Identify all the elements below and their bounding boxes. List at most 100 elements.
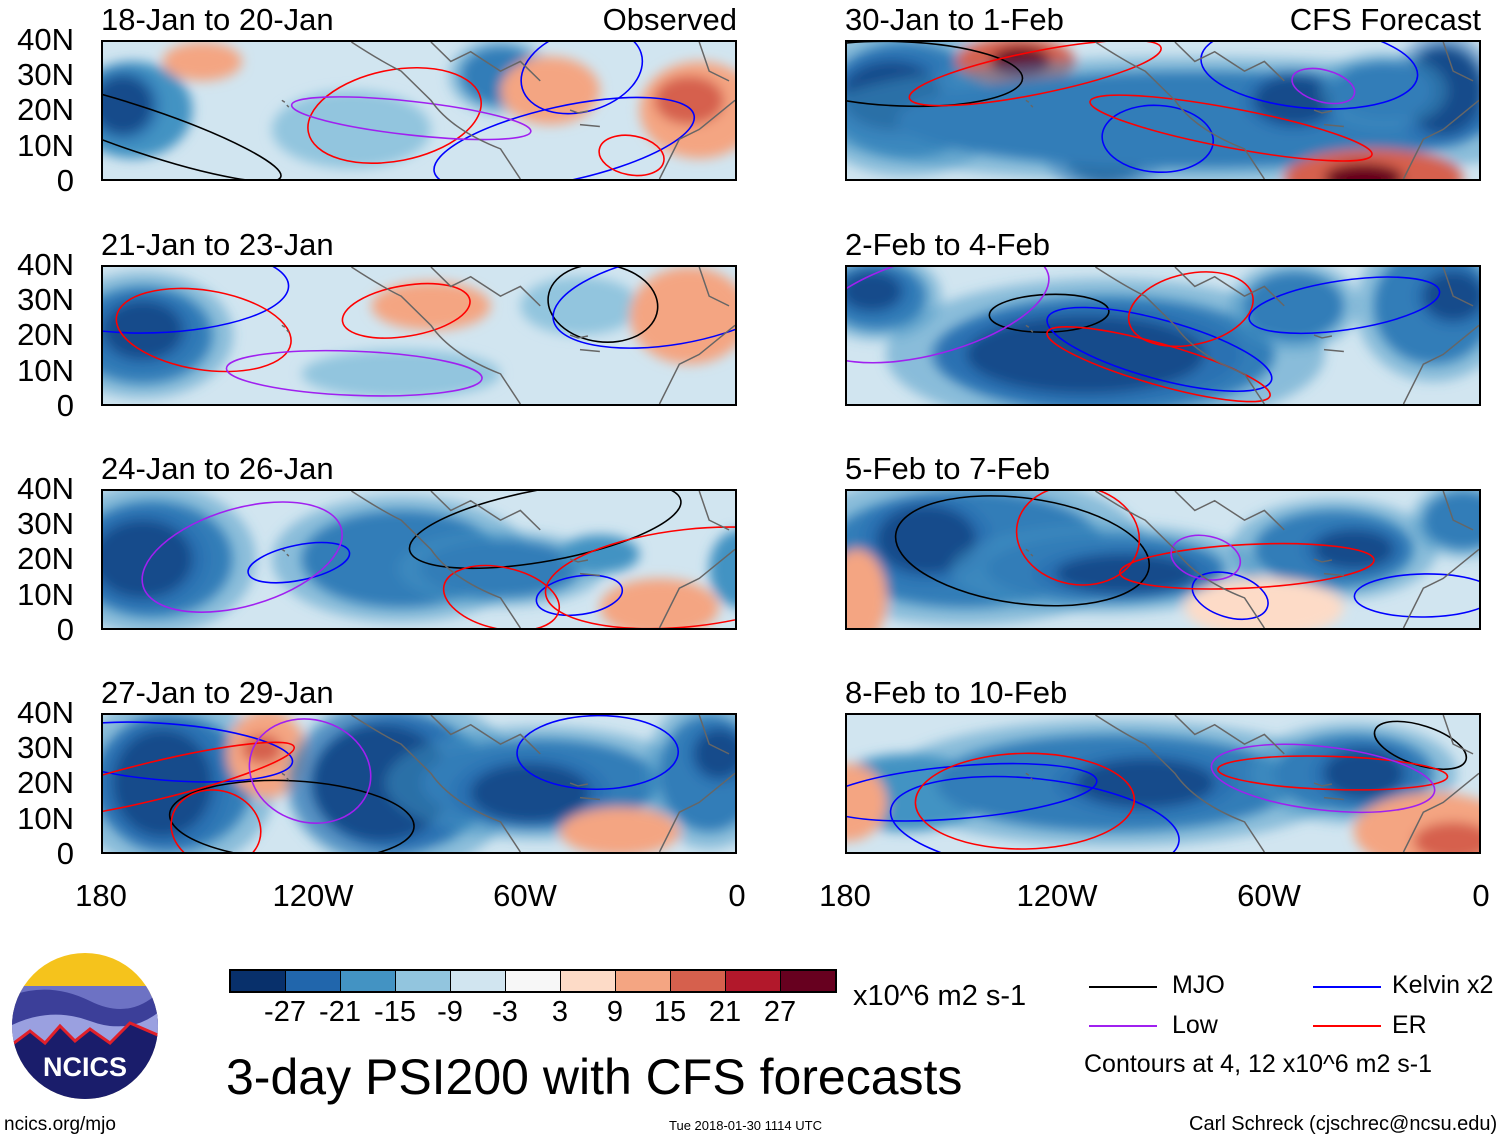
colorbar — [229, 969, 837, 993]
x-tick-label: 0 — [728, 878, 746, 913]
x-tick-label: 60W — [1237, 878, 1301, 913]
x-tick-label: 180 — [819, 878, 871, 913]
legend-label-mjo: MJO — [1172, 971, 1225, 999]
panel-title: 8-Feb to 10-Feb — [845, 675, 1068, 710]
legend-note: Contours at 4, 12 x10^6 m2 s-1 — [1084, 1050, 1433, 1078]
footer-timestamp: Tue 2018-01-30 1114 UTC — [669, 1118, 822, 1133]
colorbar-swatch — [396, 971, 451, 991]
colorbar-swatch — [231, 971, 286, 991]
map-panel — [845, 265, 1481, 406]
y-tick-label: 0 — [56, 611, 74, 647]
ncics-logo: NCICS — [10, 951, 160, 1101]
colorbar-swatch — [451, 971, 506, 991]
panel-title: 5-Feb to 7-Feb — [845, 451, 1051, 486]
psi-anomaly-region — [1413, 821, 1479, 852]
psi-anomaly-region — [654, 76, 725, 125]
footer-url[interactable]: ncics.org/mjo — [4, 1114, 116, 1135]
colorbar-label: -15 — [374, 996, 416, 1028]
y-tick-label: 10N — [17, 800, 74, 836]
colorbar-label: 27 — [763, 996, 797, 1028]
colorbar-label: -21 — [319, 996, 361, 1028]
y-tick-label: 10N — [17, 576, 74, 612]
y-tick-label: 40N — [17, 247, 74, 282]
map-panel — [845, 489, 1481, 630]
y-tick-label: 40N — [17, 471, 74, 506]
psi-anomaly-region — [847, 549, 887, 628]
legend-line-kelvin — [1313, 986, 1381, 988]
x-tick-label: 120W — [272, 878, 354, 913]
y-tick-label: 40N — [17, 695, 74, 730]
panel-tag: Observed — [602, 2, 737, 37]
psi-anomaly-region — [1323, 163, 1404, 179]
map-panel — [101, 489, 737, 630]
y-tick-label: 20N — [17, 541, 74, 577]
colorbar-label: 9 — [606, 996, 624, 1028]
y-tick-label: 20N — [17, 765, 74, 801]
panel-tag: CFS Forecast — [1289, 2, 1481, 37]
panel-title: 24-Jan to 26-Jan — [101, 451, 334, 486]
legend-label-er: ER — [1392, 1011, 1427, 1039]
y-tick-label: 0 — [56, 835, 74, 871]
map-panel — [845, 40, 1481, 181]
colorbar-label: -27 — [264, 996, 306, 1028]
y-tick-label: 20N — [17, 92, 74, 128]
map-panel — [101, 265, 737, 406]
colorbar-label: 21 — [708, 996, 742, 1028]
colorbar-swatch — [616, 971, 671, 991]
panel-title: 18-Jan to 20-Jan — [101, 2, 334, 37]
y-tick-label: 0 — [56, 387, 74, 423]
y-tick-label: 0 — [56, 162, 74, 198]
psi-anomaly-region — [500, 56, 600, 125]
psi-anomaly-region — [301, 349, 501, 399]
psi-anomaly-region — [242, 734, 282, 764]
map-panel — [101, 40, 737, 181]
map-panel — [845, 713, 1481, 854]
panel-title: 27-Jan to 29-Jan — [101, 675, 334, 710]
psi-anomaly-region — [520, 276, 640, 336]
colorbar-swatch — [286, 971, 341, 991]
colorbar-label: 3 — [551, 996, 569, 1028]
psi-anomaly-region — [371, 281, 491, 331]
x-tick-label: 180 — [75, 878, 127, 913]
psi-anomaly-region — [1184, 578, 1344, 628]
y-tick-label: 30N — [17, 282, 74, 318]
legend-line-er — [1313, 1025, 1381, 1027]
colorbar-label: -9 — [437, 996, 463, 1028]
x-tick-label: 60W — [493, 878, 557, 913]
colorbar-units: x10^6 m2 s-1 — [853, 980, 1027, 1012]
logo-text: NCICS — [43, 1052, 127, 1082]
panel-title: 21-Jan to 23-Jan — [101, 227, 334, 262]
x-tick-label: 0 — [1472, 878, 1490, 913]
colorbar-swatch — [506, 971, 561, 991]
colorbar-label: -3 — [492, 996, 518, 1028]
psi-anomaly-region — [599, 578, 720, 628]
legend-label-kelvin: Kelvin x2 — [1392, 971, 1494, 999]
footer-credit: Carl Schreck (cjschrec@ncsu.edu) — [1189, 1113, 1498, 1135]
colorbar-swatch — [561, 971, 616, 991]
y-tick-label: 10N — [17, 352, 74, 388]
panel-title: 2-Feb to 4-Feb — [845, 227, 1051, 262]
x-tick-label: 120W — [1016, 878, 1098, 913]
psi-anomaly-region — [271, 90, 431, 169]
psi-anomaly-region — [162, 42, 243, 81]
panel-title: 30-Jan to 1-Feb — [845, 2, 1064, 37]
y-tick-label: 20N — [17, 317, 74, 353]
colorbar-label: 15 — [653, 996, 687, 1028]
y-tick-label: 30N — [17, 730, 74, 766]
figure-title: 3-day PSI200 with CFS forecasts — [226, 1049, 963, 1105]
y-tick-label: 10N — [17, 127, 74, 163]
psi-anomaly-region — [560, 534, 640, 574]
y-tick-label: 30N — [17, 506, 74, 542]
y-tick-label: 40N — [17, 22, 74, 57]
legend-line-low — [1089, 1025, 1157, 1027]
legend-line-mjo — [1089, 986, 1157, 988]
psi-anomaly-region — [709, 530, 735, 608]
psi-anomaly-region — [629, 267, 735, 365]
colorbar-swatch — [341, 971, 396, 991]
map-panel — [101, 713, 737, 854]
colorbar-swatch — [671, 971, 726, 991]
y-tick-label: 30N — [17, 57, 74, 93]
colorbar-swatch — [781, 971, 835, 991]
colorbar-swatch — [726, 971, 781, 991]
